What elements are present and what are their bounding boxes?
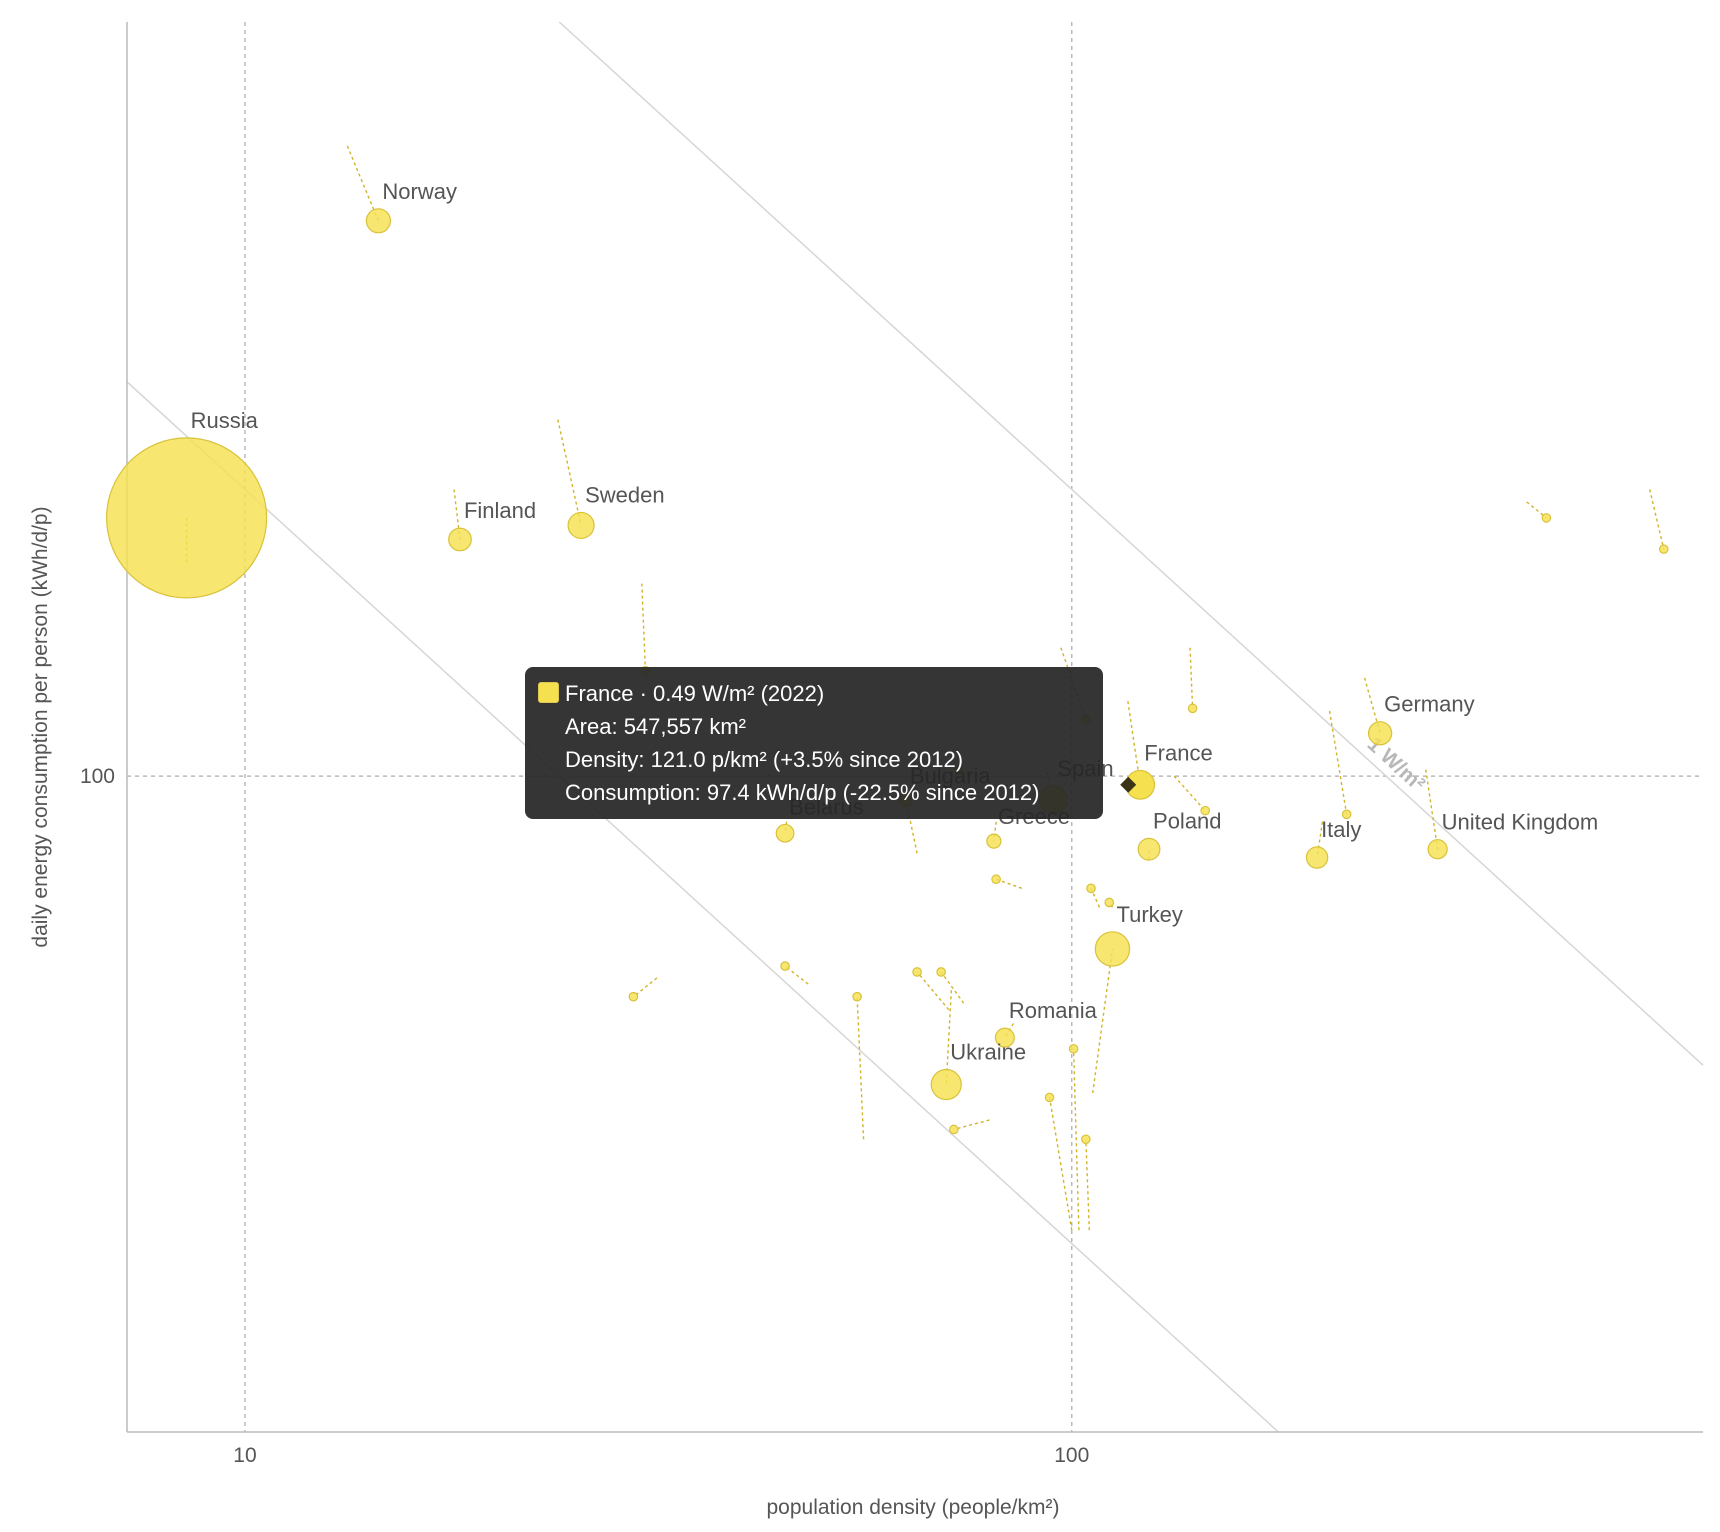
point-turkey bbox=[1094, 931, 1131, 967]
trajectory-lines bbox=[185, 145, 1665, 1231]
trajectory-line bbox=[784, 965, 809, 985]
trajectory-line bbox=[945, 990, 953, 1085]
trajectory-line bbox=[1189, 647, 1194, 709]
point-label: Russia bbox=[191, 408, 259, 433]
data-point bbox=[1086, 883, 1096, 894]
data-point bbox=[991, 874, 1001, 885]
trajectory-line bbox=[1092, 948, 1114, 1094]
trajectory-line bbox=[1425, 769, 1439, 850]
trajectory-line bbox=[1526, 501, 1547, 519]
trajectory-line bbox=[953, 1119, 990, 1131]
trajectory-line bbox=[641, 583, 647, 671]
point-ukraine bbox=[930, 1068, 962, 1101]
data-point bbox=[912, 967, 922, 977]
data-point bbox=[1200, 805, 1211, 816]
data-point bbox=[852, 991, 862, 1002]
point-finland bbox=[448, 527, 472, 552]
tooltip-area: Area: 547,557 km² bbox=[565, 714, 746, 739]
trajectory-line bbox=[1085, 1139, 1091, 1231]
point-sweden bbox=[567, 511, 595, 540]
data-point bbox=[1341, 809, 1352, 820]
tooltip-swatch bbox=[538, 682, 559, 703]
trajectory-line bbox=[1072, 1048, 1080, 1231]
tooltip-consumption: Consumption: 97.4 kWh/d/p (-22.5% since … bbox=[565, 780, 1040, 805]
data-point bbox=[1658, 544, 1669, 554]
point-germany bbox=[1367, 721, 1393, 746]
point-italy bbox=[1305, 846, 1329, 869]
point-label: Italy bbox=[1321, 817, 1361, 842]
data-points bbox=[106, 208, 1669, 1145]
trajectory-line bbox=[557, 419, 582, 526]
point-label: United Kingdom bbox=[1442, 810, 1599, 835]
point-united-kingdom bbox=[1427, 839, 1448, 860]
point-norway bbox=[365, 208, 391, 234]
data-point bbox=[1068, 1043, 1079, 1054]
tooltip-density: Density: 121.0 p/km² (+3.5% since 2012) bbox=[565, 747, 964, 772]
trajectory-line bbox=[346, 145, 380, 222]
point-label: Germany bbox=[1384, 692, 1474, 717]
trajectory-line bbox=[995, 878, 1023, 889]
tick-labels: 10 100 100 bbox=[80, 765, 1089, 1467]
point-label: Turkey bbox=[1116, 902, 1182, 927]
point-belarus bbox=[775, 823, 795, 843]
point-label: Sweden bbox=[585, 482, 665, 507]
highlight-marker bbox=[1120, 776, 1137, 793]
data-point bbox=[936, 967, 946, 977]
tooltip-title: France · 0.49 W/m² (2022) bbox=[565, 681, 825, 706]
trajectory-line bbox=[1649, 489, 1665, 550]
trajectory-line bbox=[1048, 1097, 1073, 1231]
point-label: Norway bbox=[382, 179, 457, 204]
reference-line bbox=[126, 381, 1279, 1433]
data-point bbox=[1044, 1092, 1055, 1103]
point-label: Romania bbox=[1009, 998, 1098, 1023]
point-romania bbox=[994, 1027, 1015, 1048]
point-russia bbox=[106, 437, 268, 599]
point-label: France bbox=[1144, 740, 1212, 765]
point-poland bbox=[1137, 837, 1161, 861]
x-tick-label: 10 bbox=[233, 1444, 256, 1467]
data-point bbox=[1541, 513, 1552, 523]
trajectory-line bbox=[1173, 775, 1206, 812]
trajectory-line bbox=[453, 489, 461, 540]
tooltip: France · 0.49 W/m² (2022) Area: 547,557 … bbox=[525, 667, 1103, 819]
data-point bbox=[780, 961, 790, 971]
data-point bbox=[1081, 1134, 1091, 1145]
x-tick-label: 100 bbox=[1054, 1444, 1089, 1467]
data-point bbox=[1187, 703, 1198, 714]
trajectory-line bbox=[940, 971, 965, 1004]
trajectory-line bbox=[1127, 701, 1141, 785]
x-axis-title: population density (people/km²) bbox=[767, 1496, 1060, 1519]
axes bbox=[126, 22, 1703, 1433]
y-axis-title: daily energy consumption per person (kWh… bbox=[29, 506, 52, 947]
point-label: Ukraine bbox=[950, 1040, 1026, 1065]
data-point bbox=[628, 991, 639, 1002]
point-label: Poland bbox=[1153, 808, 1222, 833]
point-labels: RussiaTurkeyUkraineFranceSpainSwedenNorw… bbox=[191, 179, 1599, 1065]
point-label: Finland bbox=[464, 498, 536, 523]
point-greece bbox=[986, 833, 1002, 849]
data-point bbox=[949, 1124, 959, 1135]
data-point bbox=[1104, 897, 1115, 908]
trajectory-line bbox=[632, 977, 658, 998]
reference-line bbox=[558, 21, 1704, 1066]
trajectory-line bbox=[916, 971, 950, 1011]
trajectory-line bbox=[856, 996, 865, 1140]
y-tick-label: 100 bbox=[80, 765, 115, 788]
trajectory-line bbox=[784, 821, 788, 834]
